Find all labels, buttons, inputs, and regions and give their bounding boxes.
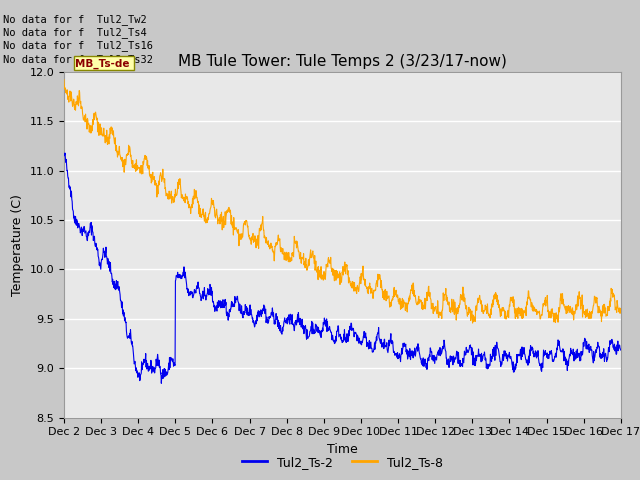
Tul2_Ts-2: [61, 150, 69, 156]
Tul2_Ts-2: [319, 325, 326, 331]
Tul2_Ts-2: [308, 320, 316, 326]
Text: No data for f  Tul2_Ts32: No data for f Tul2_Ts32: [3, 54, 153, 65]
Tul2_Ts-8: [377, 285, 385, 290]
X-axis label: Time: Time: [327, 443, 358, 456]
Text: No data for f  Tul2_Tw2: No data for f Tul2_Tw2: [3, 13, 147, 24]
Text: No data for f  Tul2_Ts16: No data for f Tul2_Ts16: [3, 40, 153, 51]
Tul2_Ts-8: [296, 254, 304, 260]
Line: Tul2_Ts-8: Tul2_Ts-8: [64, 80, 621, 323]
Tul2_Ts-8: [103, 138, 111, 144]
Text: MB_Ts-de: MB_Ts-de: [75, 59, 129, 70]
Tul2_Ts-8: [318, 272, 326, 277]
Tul2_Ts-2: [104, 261, 111, 267]
Tul2_Ts-2: [157, 381, 165, 386]
Tul2_Ts-2: [126, 336, 134, 341]
Title: MB Tule Tower: Tule Temps 2 (3/23/17-now): MB Tule Tower: Tule Temps 2 (3/23/17-now…: [178, 54, 507, 70]
Tul2_Ts-2: [60, 150, 68, 156]
Y-axis label: Temperature (C): Temperature (C): [11, 194, 24, 296]
Tul2_Ts-8: [126, 144, 134, 150]
Tul2_Ts-2: [297, 324, 305, 329]
Legend: Tul2_Ts-2, Tul2_Ts-8: Tul2_Ts-2, Tul2_Ts-8: [237, 451, 448, 474]
Line: Tul2_Ts-2: Tul2_Ts-2: [64, 153, 621, 384]
Text: No data for f  Tul2_Ts4: No data for f Tul2_Ts4: [3, 27, 147, 38]
Tul2_Ts-8: [308, 254, 316, 260]
Tul2_Ts-8: [60, 77, 68, 83]
Tul2_Ts-8: [617, 308, 625, 313]
Tul2_Ts-2: [378, 343, 385, 349]
Tul2_Ts-2: [617, 347, 625, 353]
Tul2_Ts-8: [468, 320, 476, 326]
